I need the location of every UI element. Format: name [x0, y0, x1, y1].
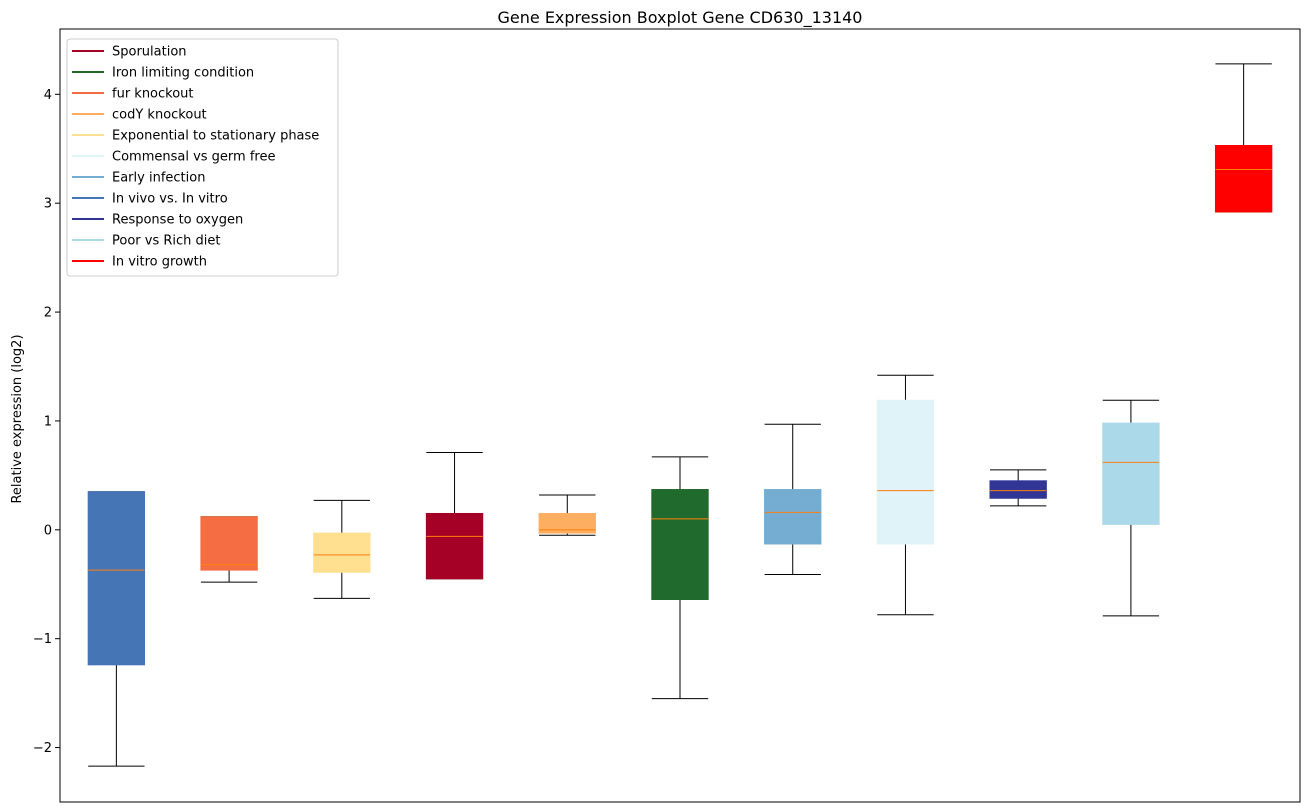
- box-5: [538, 494, 596, 536]
- y-tick-label: 4: [44, 88, 52, 103]
- box-body: [1102, 422, 1160, 525]
- plot-frame: [59, 28, 1301, 803]
- box-body: [876, 399, 935, 545]
- box-9: [989, 469, 1047, 507]
- legend-label: fur knockout: [112, 87, 194, 102]
- legend-label: Poor vs Rich diet: [112, 234, 220, 249]
- chart-title: Gene Expression Boxplot Gene CD630_13140: [498, 8, 863, 28]
- legend-label: Response to oxygen: [112, 213, 243, 228]
- box-body: [1214, 144, 1273, 213]
- legend-label: Early infection: [112, 171, 205, 186]
- box-6: [651, 456, 709, 700]
- box-body: [200, 516, 258, 571]
- legend: Sporulation Iron limiting condition fur kn…: [66, 38, 339, 277]
- box-10: [1102, 399, 1160, 617]
- y-tick-label: −2: [33, 741, 52, 756]
- box-1: [87, 491, 146, 767]
- box-body: [425, 512, 484, 580]
- legend-label: In vivo vs. In vitro: [112, 192, 228, 207]
- legend-label: Sporulation: [112, 45, 187, 60]
- legend-label: Iron limiting condition: [112, 66, 254, 81]
- box-body: [538, 512, 596, 534]
- legend-label: Commensal vs germ free: [112, 150, 275, 165]
- box-8: [876, 374, 935, 616]
- box-body: [651, 489, 709, 600]
- box-body: [764, 489, 822, 545]
- legend-label: In vitro growth: [112, 255, 207, 270]
- y-tick-label: 2: [44, 306, 52, 321]
- box-11: [1214, 63, 1273, 213]
- y-axis-label: Relative expression (log2): [10, 334, 25, 503]
- box-2: [200, 516, 258, 583]
- box-body: [313, 532, 371, 573]
- legend-frame: [66, 38, 339, 277]
- box-7: [764, 423, 822, 575]
- y-tick-label: 1: [44, 414, 52, 429]
- box-body: [989, 480, 1047, 499]
- box-4: [425, 452, 484, 580]
- legend-label: Exponential to stationary phase: [112, 129, 319, 144]
- legend-label: codY knockout: [112, 108, 207, 123]
- box-3: [313, 499, 371, 599]
- box-body: [87, 491, 146, 666]
- y-tick-label: 0: [44, 523, 52, 538]
- plot-area: −2 −1 0 1 2 3 4: [33, 63, 1273, 767]
- y-tick-label: 3: [44, 197, 52, 212]
- y-tick-label: −1: [33, 632, 52, 647]
